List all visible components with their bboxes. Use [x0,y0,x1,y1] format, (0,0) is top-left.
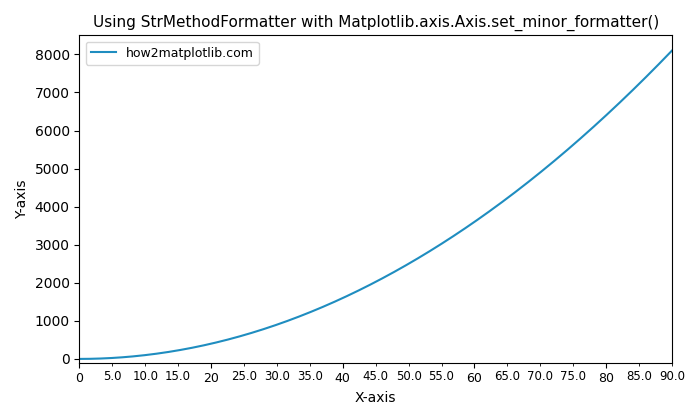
how2matplotlib.com [428,247,436,252]
how2matplotlib.com [360,285,369,290]
how2matplotlib.com [357,287,365,292]
how2matplotlib.com [395,266,404,271]
how2matplotlib.com [561,149,569,154]
X-axis label: X-axis: X-axis [355,391,396,405]
how2matplotlib.com [654,63,662,68]
Y-axis label: Y-axis: Y-axis [15,179,29,219]
how2matplotlib.com [668,48,676,53]
how2matplotlib.com [75,357,83,362]
Title: Using StrMethodFormatter with Matplotlib.axis.Axis.set_minor_formatter(): Using StrMethodFormatter with Matplotlib… [92,15,659,31]
Legend: how2matplotlib.com: how2matplotlib.com [85,42,258,65]
Line: how2matplotlib.com: how2matplotlib.com [79,50,672,359]
